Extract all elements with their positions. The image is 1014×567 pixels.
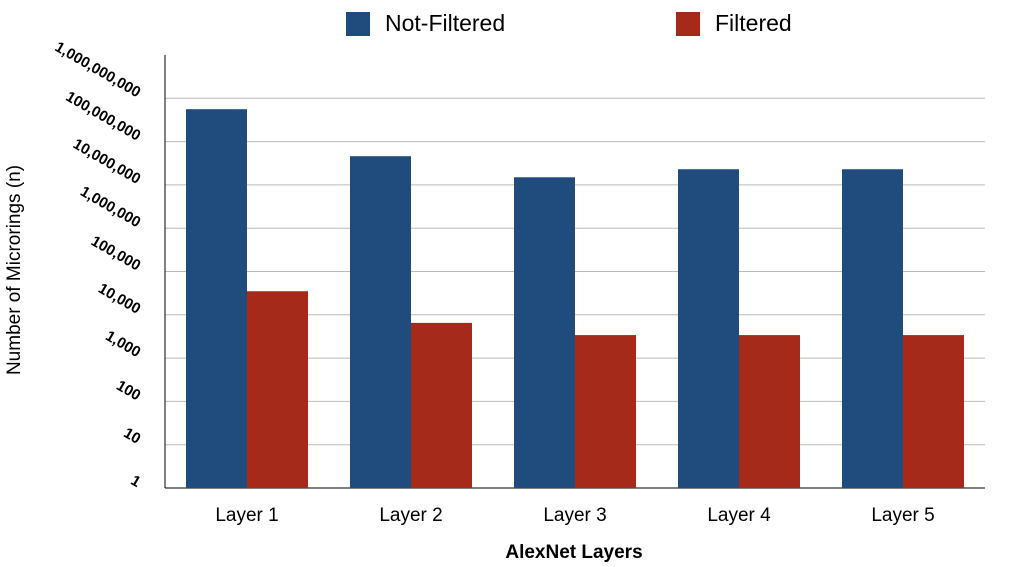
bar: [739, 335, 800, 488]
y-tick-label: 10: [121, 425, 144, 448]
legend-swatch: [346, 12, 370, 36]
y-tick-label: 1,000,000,000: [52, 39, 144, 102]
x-tick-label: Layer 2: [379, 505, 442, 526]
y-tick-label: 10,000: [95, 280, 143, 318]
bar: [186, 109, 247, 488]
bar: [411, 322, 472, 488]
bar: [247, 291, 308, 488]
x-tick-label: Layer 4: [707, 505, 771, 526]
y-tick-label: 100,000: [88, 233, 143, 275]
y-axis-label: Number of Microrings (n): [4, 165, 25, 375]
legend-swatch: [676, 12, 700, 36]
bar: [575, 335, 636, 488]
legend-label: Filtered: [715, 10, 792, 36]
y-tick-label: 1,000,000: [77, 183, 143, 231]
bar: [903, 335, 964, 488]
x-tick-label: Layer 5: [871, 505, 934, 526]
bar: [678, 169, 739, 488]
bar: [514, 177, 575, 488]
legend-label: Not-Filtered: [385, 10, 505, 36]
x-tick-label: Layer 1: [215, 505, 278, 526]
y-tick-label: 10,000,000: [70, 136, 144, 188]
y-tick-label: 100: [113, 377, 143, 404]
bar: [842, 169, 903, 488]
bar: [350, 156, 411, 489]
y-tick-label: 1: [128, 472, 144, 491]
x-tick-label: Layer 3: [543, 505, 606, 526]
y-tick-label: 1,000: [102, 328, 143, 361]
x-axis-label: AlexNet Layers: [505, 542, 642, 563]
